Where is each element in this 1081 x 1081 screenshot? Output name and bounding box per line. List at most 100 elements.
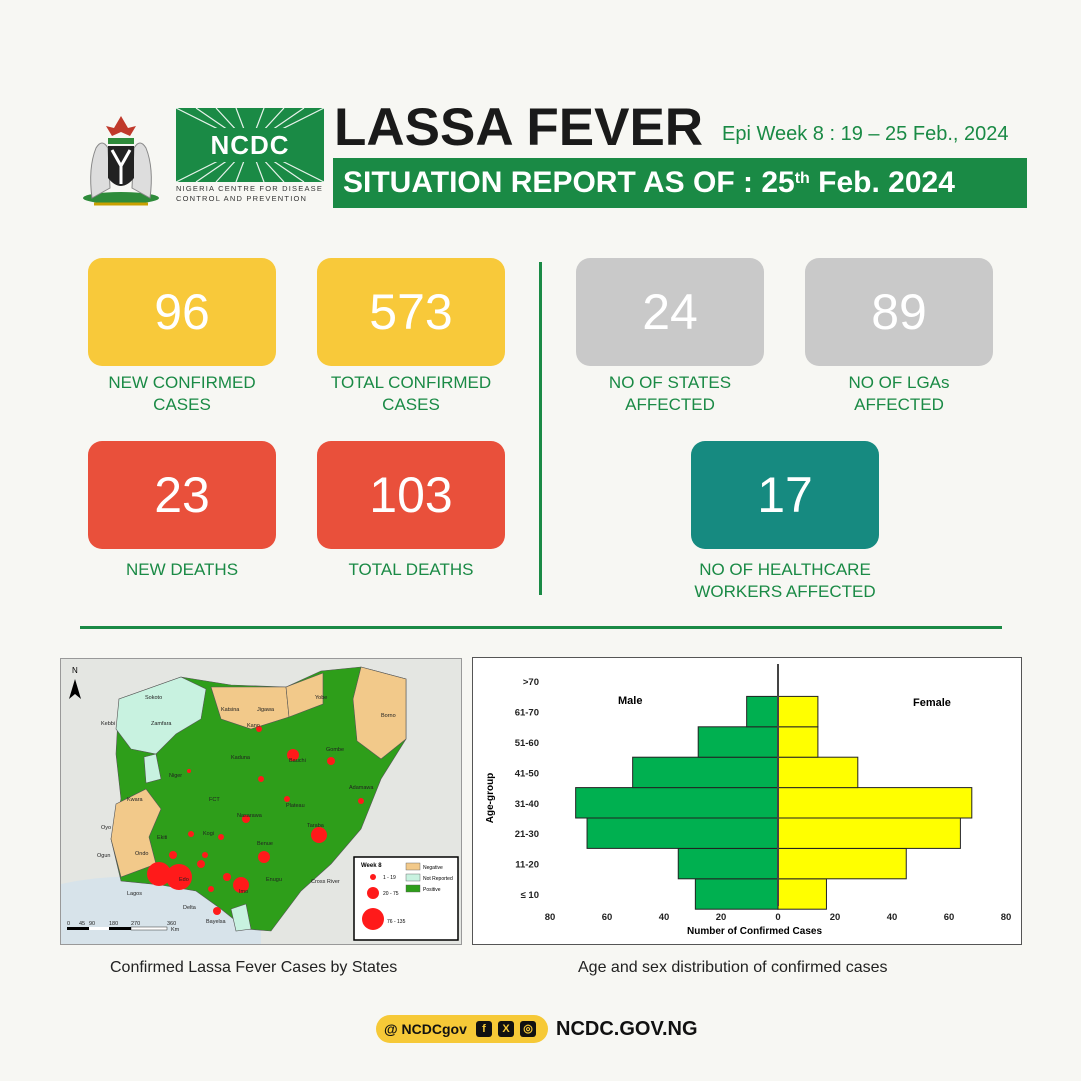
bar-female [777,787,973,819]
state-label: Delta [183,905,197,911]
bar-female [777,726,819,758]
category-label: ≤ 10 [521,890,539,901]
bar-male [586,817,779,849]
state-label: Zamfara [151,721,172,727]
state-label: Niger [169,773,182,779]
x-tick-label: 0 [775,912,780,923]
states-affected-label: NO OF STATES AFFECTED [608,373,732,414]
x-axis-label: Number of Confirmed Cases [687,926,822,937]
divider-vertical [539,262,542,595]
scale-tick-label: 360 [167,921,176,927]
bar-female [777,847,907,880]
legend-title: Week 8 [361,863,382,869]
social-handle: @ NCDCgov [384,1021,467,1037]
state-label: Adamawa [349,785,374,791]
state-label: Taraba [307,823,325,829]
legend-female: Female [913,697,951,709]
state-label: Ekiti [157,835,167,841]
social-handle-pill: @ NCDCgov f X ◎ [376,1015,548,1043]
state-label: Bayelsa [206,919,227,925]
category-label: 31-40 [515,799,539,810]
x-tick-label: 80 [1001,912,1012,923]
coat-of-arms-emblem [83,116,159,206]
bar-male [575,787,779,819]
state-label: Gombe [326,747,344,753]
state-label: Jigawa [257,707,275,713]
sitrep-suffix: Feb. 2024 [809,166,955,199]
scale-unit: Km [171,927,180,933]
x-tick-label: 20 [716,912,727,923]
sitrep-sup: th [794,170,810,187]
divider-horizontal [80,626,1002,629]
ncdc-full-name-line2: CONTROL AND PREVENTION [176,194,308,203]
bar-male [694,878,779,910]
state-label: Kano [247,723,260,729]
hcw-affected-label: NO OF HEALTHCARE WORKERS AFFECTED [694,560,876,601]
state-label: Edo [179,877,189,883]
category-label: 41-50 [515,768,539,779]
state-label: FCT [209,797,220,803]
bar-male [632,756,779,789]
state-label: Bauchi [289,758,306,764]
scale-tick-label: 45 [79,921,85,927]
legend-b1: 1 - 19 [383,875,396,881]
bar-male [746,695,779,728]
hcw-affected-value: 17 [691,441,879,549]
y-axis-label: Age-group [485,773,496,824]
north-label: N [72,666,78,675]
legend-b3: 76 - 135 [387,919,406,925]
ncdc-abbr: NCDC [210,130,290,160]
state-label: Nasarawa [237,813,263,819]
category-label: 61-70 [515,708,539,719]
states-affected-value: 24 [576,258,764,366]
legend-male: Male [618,695,642,707]
legend-b2: 20 - 75 [383,891,399,897]
state-label: Sokoto [145,695,162,701]
nigeria-cases-map: Sokoto Kebbi Zamfara Katsina Jigawa Yobe Borno… [60,658,462,945]
total-confirmed-value: 573 [317,258,505,366]
age-sex-pyramid-chart: ≤ 10 11-20 21-30 31-40 41-50 51-60 61-70 >70 80… [472,657,1022,945]
epi-week: Epi Week 8 : 19 – 25 Feb., 2024 [722,123,1009,145]
state-label: Cross River [311,879,340,885]
ncdc-logo: NCDC NIGERIA CENTRE FOR DISEASE CONTROL … [176,108,324,204]
bar-male [697,726,779,758]
state-label: Kebbi [101,721,115,727]
ncdc-full-name-line1: NIGERIA CENTRE FOR DISEASE [176,184,324,193]
legend-not-reported: Not Reported [423,876,453,882]
total-deaths-label: TOTAL DEATHS [348,560,474,579]
x-tick-label: 60 [944,912,955,923]
state-label: Kwara [127,797,144,803]
instagram-icon[interactable]: ◎ [520,1021,536,1037]
x-tick-label: 80 [545,912,556,923]
bar-female [777,695,819,728]
bar-female [777,817,961,849]
state-label: Kaduna [231,755,251,761]
legend-negative: Negative [423,865,443,871]
chart-caption: Age and sex distribution of confirmed ca… [578,959,888,976]
scale-tick-label: 270 [131,921,140,927]
state-label: Borno [381,713,396,719]
map-caption: Confirmed Lassa Fever Cases by States [110,959,398,976]
facebook-icon[interactable]: f [476,1021,492,1037]
website-link[interactable]: NCDC.GOV.NG [556,1018,698,1040]
legend-positive: Positive [423,887,441,893]
state-label: Benue [257,841,273,847]
state-label: Ondo [135,851,148,857]
pyramid-svg: ≤ 10 11-20 21-30 31-40 41-50 51-60 61-70 >70 80… [485,664,1012,937]
state-label: Oyo [101,825,111,831]
bar-female [777,878,827,910]
state-label: Ogun [97,853,110,859]
new-deaths-value: 23 [88,441,276,549]
scale-tick-label: 180 [109,921,118,927]
page-title: LASSA FEVER [334,98,704,157]
x-tick-label: 20 [830,912,841,923]
x-tick-label: 40 [659,912,670,923]
state-label: Kogi [203,831,214,837]
x-tick-label: 60 [602,912,613,923]
category-label: >70 [523,677,539,688]
x-icon[interactable]: X [498,1021,514,1037]
sitrep-prefix: SITUATION REPORT AS OF : 25 [343,166,795,199]
state-label: Imo [239,889,248,895]
total-deaths-value: 103 [317,441,505,549]
situation-report-banner: SITUATION REPORT AS OF : 25th Feb. 2024 [333,158,1027,208]
